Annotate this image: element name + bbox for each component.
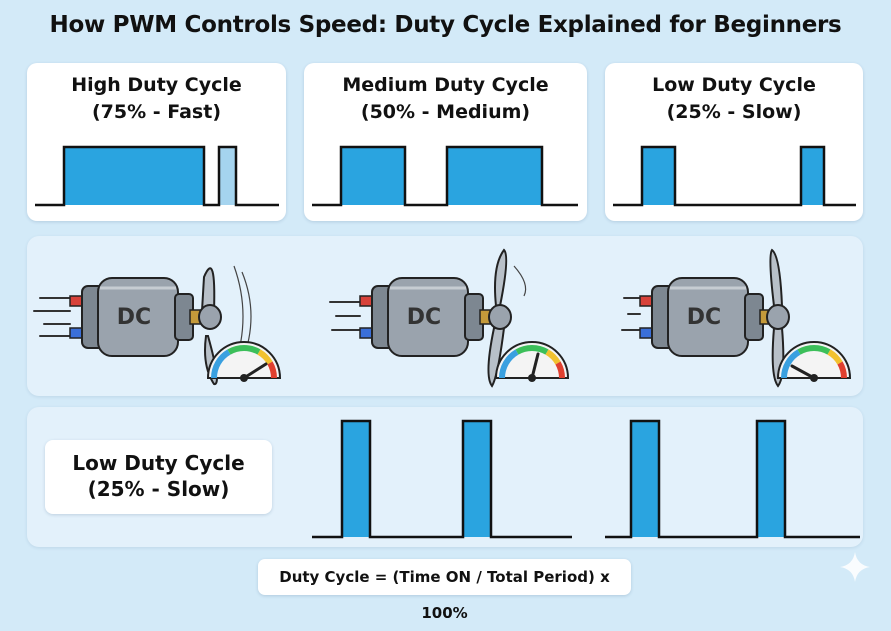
waveform-line <box>312 145 578 207</box>
motor-fast: DC <box>33 265 282 385</box>
waveform-line <box>613 145 856 207</box>
speedometer-icon <box>776 341 852 382</box>
speed-lines <box>329 301 361 331</box>
pulse-on <box>642 147 675 205</box>
dc-motor-icon <box>69 277 205 357</box>
motor-medium: DC <box>329 248 570 388</box>
pulse-on <box>342 421 370 537</box>
waveform-line <box>35 145 279 207</box>
pulse-on <box>447 147 542 205</box>
pwm-waveform-bottom <box>312 419 860 539</box>
waveform-line <box>312 419 572 539</box>
motor-label: DC <box>117 305 151 330</box>
card-heading: High Duty Cycle <box>71 74 242 96</box>
motor-label: DC <box>687 305 721 330</box>
page-title: How PWM Controls Speed: Duty Cycle Expla… <box>49 12 842 38</box>
pulse-on <box>801 147 824 205</box>
pwm-waveform-low <box>613 145 856 207</box>
pulse-on <box>341 147 405 205</box>
pulse-on <box>631 421 659 537</box>
pwm-waveform-high <box>35 145 279 207</box>
motor-slow: DC <box>621 248 852 388</box>
card-subheading: (50% - Medium) <box>360 101 531 123</box>
card-medium-duty: Medium Duty Cycle (50% - Medium) <box>304 63 587 221</box>
waveform-line <box>605 419 860 539</box>
card-low-duty: Low Duty Cycle (25% - Slow) <box>605 63 863 221</box>
bottom-label: Low Duty Cycle (25% - Slow) <box>45 440 272 514</box>
speedometer-icon <box>206 341 282 382</box>
pwm-waveform-medium <box>312 145 578 207</box>
card-heading: Medium Duty Cycle <box>342 74 549 96</box>
propeller-icon <box>487 248 527 388</box>
speed-lines <box>621 297 641 331</box>
dc-motor-icon <box>359 277 495 357</box>
formula-box: Duty Cycle = (Time ON / Total Period) x … <box>258 559 631 622</box>
pulse-on <box>64 147 204 205</box>
pulse-on <box>757 421 785 537</box>
motor-label: DC <box>407 305 441 330</box>
pulse-on <box>219 147 236 205</box>
bottom-heading: Low Duty Cycle <box>72 451 245 475</box>
bottom-subheading: (25% - Slow) <box>87 477 230 501</box>
pulse-on <box>463 421 491 537</box>
dc-motor-icon <box>639 277 775 357</box>
card-heading: Low Duty Cycle <box>652 74 816 96</box>
speedometer-icon <box>494 341 570 382</box>
sparkle-icon <box>840 552 870 582</box>
speed-lines <box>33 297 71 337</box>
card-subheading: (25% - Slow) <box>666 101 802 123</box>
card-high-duty: High Duty Cycle (75% - Fast) <box>27 63 286 221</box>
card-subheading: (75% - Fast) <box>91 101 222 123</box>
